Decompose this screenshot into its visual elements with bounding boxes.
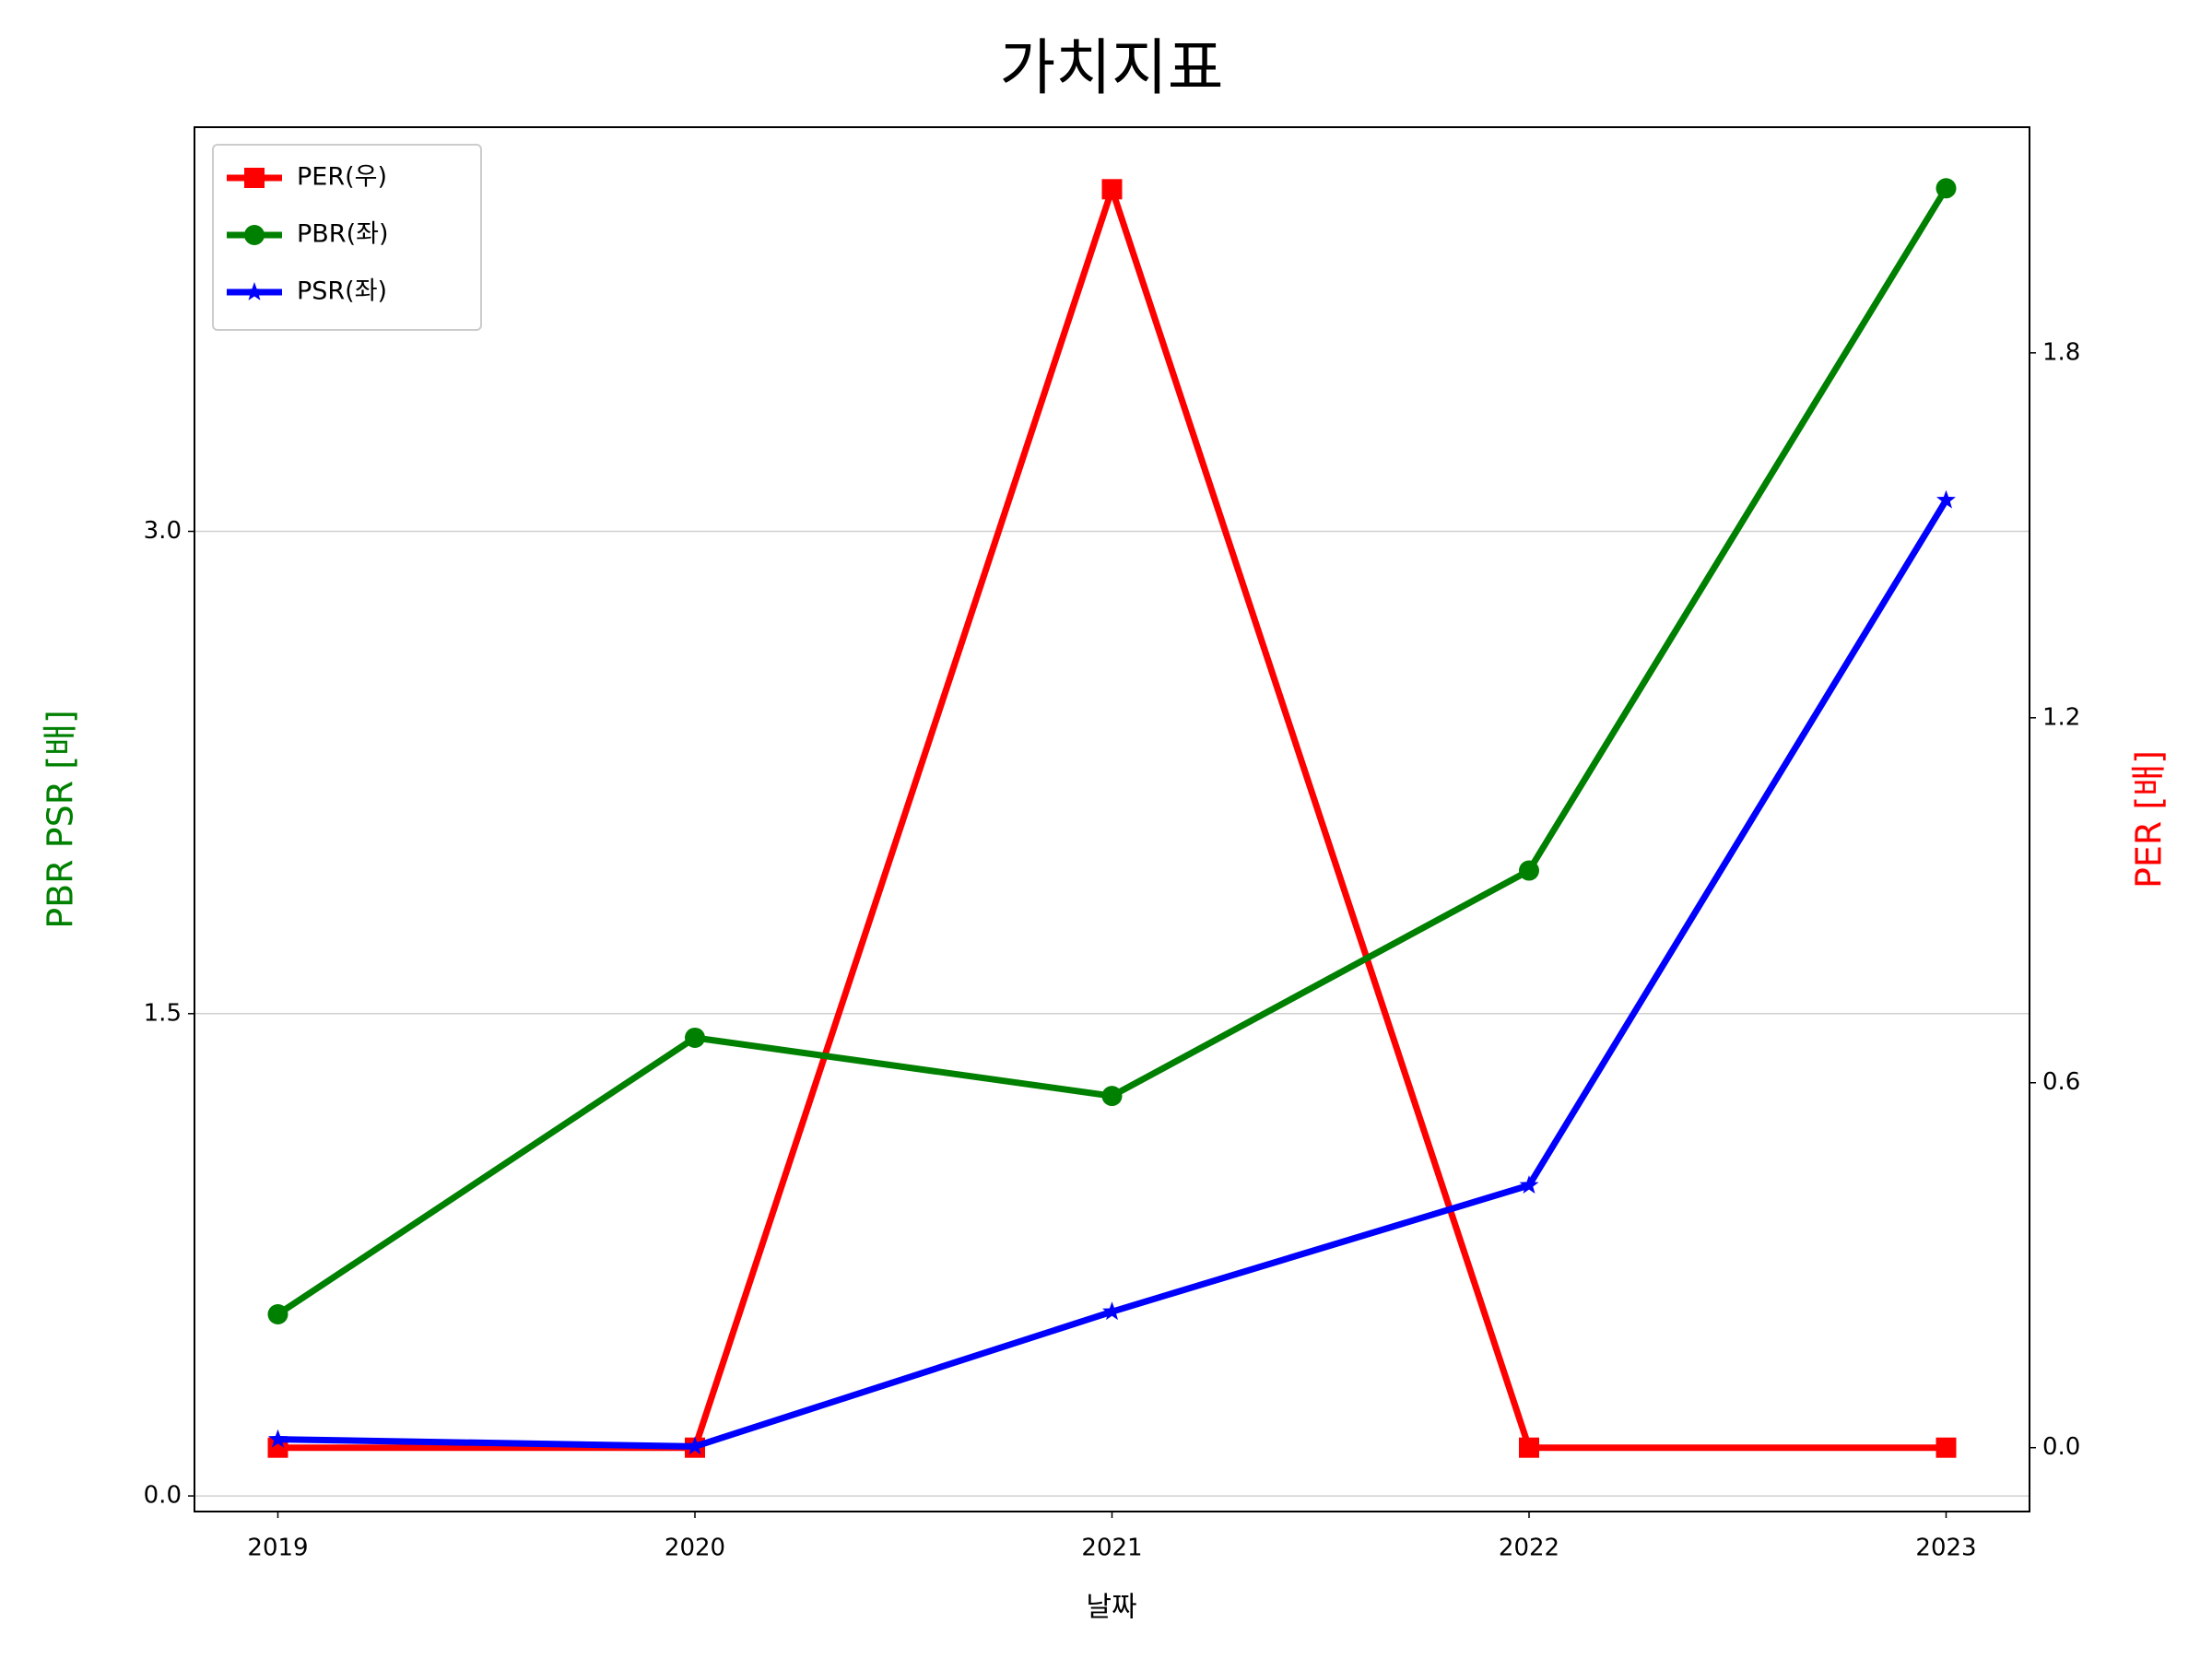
marker (1519, 860, 1539, 881)
x-tick-label: 2020 (665, 1535, 725, 1562)
x-tick-label: 2021 (1081, 1535, 1142, 1562)
legend-box (212, 144, 482, 331)
y2-tick-label: 0.0 (2042, 1433, 2080, 1461)
legend-label: PER(우) (297, 163, 387, 192)
y-tick-label: 1.5 (144, 999, 182, 1027)
marker (1101, 179, 1123, 200)
x-axis-label: 날짜 (1086, 1592, 1136, 1624)
x-tick-label: 2019 (247, 1535, 308, 1562)
marker (1936, 178, 1957, 199)
marker (267, 1303, 288, 1324)
marker (685, 1436, 705, 1455)
marker (244, 225, 265, 245)
y2-tick-label: 1.8 (2042, 338, 2080, 366)
legend: PER(우) PBR(좌) PSR(좌) (212, 144, 482, 331)
x-tick-label: 2023 (1915, 1535, 1976, 1562)
plot-frame (194, 126, 2030, 1512)
y-tick-label: 3.0 (144, 517, 182, 545)
marker (1101, 1086, 1123, 1107)
chart-title: 가치지표 (1000, 32, 1224, 103)
marker (1936, 489, 1956, 509)
marker (685, 1027, 705, 1048)
y-tick-label: 0.0 (144, 1482, 182, 1510)
marker (1936, 1437, 1957, 1458)
legend-label: PSR(좌) (297, 277, 387, 306)
y2-tick-label: 1.2 (2042, 703, 2080, 731)
marker (1519, 1175, 1539, 1194)
y2-tick-label: 0.6 (2042, 1068, 2080, 1096)
y-axis-label: PBR PSR [배] (41, 710, 81, 929)
legend-label: PBR(좌) (297, 220, 388, 249)
marker (1519, 1437, 1539, 1458)
marker (244, 282, 265, 300)
marker (1102, 1301, 1122, 1321)
marker (244, 168, 265, 188)
x-tick-label: 2022 (1499, 1535, 1559, 1562)
marker (268, 1429, 288, 1448)
y2-axis-label: PER [배] (2129, 750, 2170, 888)
